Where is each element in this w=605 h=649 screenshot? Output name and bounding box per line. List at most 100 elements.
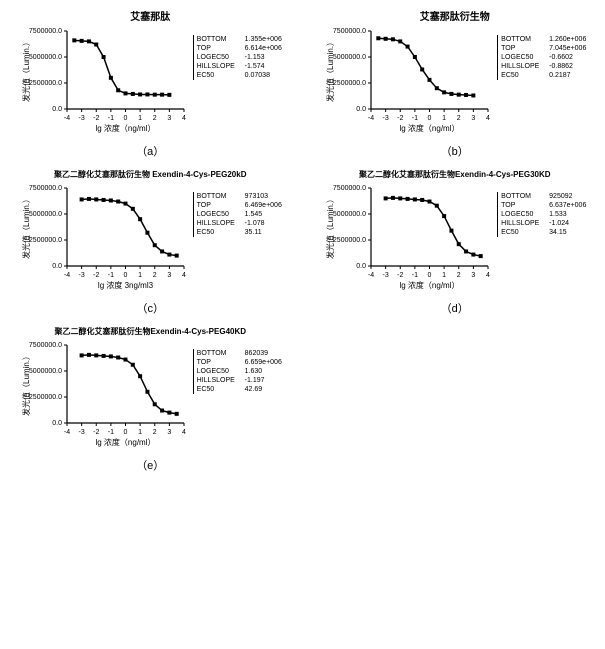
svg-text:0.0: 0.0 <box>356 106 366 113</box>
svg-text:3: 3 <box>472 272 476 279</box>
svg-text:2: 2 <box>152 115 156 122</box>
chart-top-e: -4-3-2-1012340.02500000.05000000.0750000… <box>19 339 282 449</box>
subpanel-label-e: （e） <box>136 457 164 473</box>
subpanel-label-d: （d） <box>441 300 469 316</box>
stats-value: 0.2187 <box>549 71 570 80</box>
stats-row: TOP6.469e+006 <box>197 201 282 210</box>
stats-value: 6.637e+006 <box>549 201 586 210</box>
stats-value: -1.153 <box>245 53 265 62</box>
svg-text:7500000.0: 7500000.0 <box>29 342 62 349</box>
svg-text:发光值（Lumin.）: 发光值（Lumin.） <box>325 195 335 259</box>
stats-label: TOP <box>501 44 549 53</box>
plot-area-e: -4-3-2-1012340.02500000.05000000.0750000… <box>19 339 189 449</box>
svg-text:发光值（Lumin.）: 发光值（Lumin.） <box>325 38 335 102</box>
svg-text:-2: -2 <box>93 272 99 279</box>
stats-row: BOTTOM1.260e+006 <box>501 35 586 44</box>
svg-text:5000000.0: 5000000.0 <box>333 54 366 61</box>
svg-text:-4: -4 <box>64 115 70 122</box>
svg-text:7500000.0: 7500000.0 <box>333 185 366 192</box>
stats-label: EC50 <box>197 228 245 237</box>
stats-value: 1.545 <box>245 210 263 219</box>
stats-row: HILLSLOPE-1.197 <box>197 376 282 385</box>
stats-value: 1.355e+006 <box>245 35 282 44</box>
stats-row: TOP7.045e+006 <box>501 44 586 53</box>
stats-label: LOGEC50 <box>197 210 245 219</box>
stats-label: LOGEC50 <box>197 53 245 62</box>
chart-svg: -4-3-2-1012340.02500000.05000000.0750000… <box>19 182 189 292</box>
stats-label: LOGEC50 <box>501 210 549 219</box>
stats-label: EC50 <box>197 385 245 394</box>
stats-row: TOP6.614e+006 <box>197 44 282 53</box>
stats-row: EC5034.15 <box>501 228 586 237</box>
chart-title-a: 艾塞那肽 <box>130 8 170 23</box>
chart-wrap-e: 聚乙二醇化艾塞那肽衍生物Exendin-4-Cys-PEG40KD -4-3-2… <box>19 326 282 449</box>
svg-text:-4: -4 <box>64 429 70 436</box>
stats-row: LOGEC501.533 <box>501 210 586 219</box>
chart-top-a: -4-3-2-1012340.02500000.05000000.0750000… <box>19 25 282 135</box>
subpanel-label-b: （b） <box>441 143 469 159</box>
plot-area-b: -4-3-2-1012340.02500000.05000000.0750000… <box>323 25 493 135</box>
svg-text:2500000.0: 2500000.0 <box>29 394 62 401</box>
svg-text:-3: -3 <box>78 115 84 122</box>
svg-text:0.0: 0.0 <box>52 106 62 113</box>
svg-text:0.0: 0.0 <box>52 420 62 427</box>
stats-value: 1.533 <box>549 210 567 219</box>
chart-svg: -4-3-2-1012340.02500000.05000000.0750000… <box>323 182 493 292</box>
stats-label: BOTTOM <box>197 192 245 201</box>
svg-text:-2: -2 <box>397 115 403 122</box>
stats-row: HILLSLOPE-1.024 <box>501 219 586 228</box>
chart-top-d: -4-3-2-1012340.02500000.05000000.0750000… <box>323 182 586 292</box>
stats-label: BOTTOM <box>501 192 549 201</box>
svg-text:7500000.0: 7500000.0 <box>29 28 62 35</box>
svg-text:-3: -3 <box>78 429 84 436</box>
svg-text:-3: -3 <box>78 272 84 279</box>
stats-label: LOGEC50 <box>501 53 549 62</box>
panel-b: 艾塞那肽衍生物 -4-3-2-1012340.02500000.05000000… <box>313 8 598 159</box>
svg-text:2500000.0: 2500000.0 <box>333 237 366 244</box>
svg-text:1: 1 <box>442 115 446 122</box>
stats-label: TOP <box>197 201 245 210</box>
svg-text:7500000.0: 7500000.0 <box>333 28 366 35</box>
stats-label: HILLSLOPE <box>197 62 245 71</box>
svg-text:lg 浓度 3ng/ml3: lg 浓度 3ng/ml3 <box>98 280 154 290</box>
stats-value: -1.024 <box>549 219 569 228</box>
stats-row: LOGEC501.630 <box>197 367 282 376</box>
stats-box-d: BOTTOM925092TOP6.637e+006LOGEC501.533HIL… <box>497 192 586 237</box>
svg-text:2: 2 <box>457 272 461 279</box>
svg-text:3: 3 <box>167 272 171 279</box>
stats-row: TOP6.637e+006 <box>501 201 586 210</box>
plot-area-a: -4-3-2-1012340.02500000.05000000.0750000… <box>19 25 189 135</box>
stats-label: TOP <box>197 358 245 367</box>
stats-label: TOP <box>501 201 549 210</box>
chart-wrap-b: 艾塞那肽衍生物 -4-3-2-1012340.02500000.05000000… <box>323 8 586 135</box>
svg-text:3: 3 <box>167 429 171 436</box>
subpanel-label-a: （a） <box>136 143 164 159</box>
svg-text:1: 1 <box>138 272 142 279</box>
svg-text:7500000.0: 7500000.0 <box>29 185 62 192</box>
svg-text:发光值（Lumin.）: 发光值（Lumin.） <box>21 38 31 102</box>
stats-box-a: BOTTOM1.355e+006TOP6.614e+006LOGEC50-1.1… <box>193 35 282 80</box>
stats-label: EC50 <box>197 71 245 80</box>
svg-text:1: 1 <box>138 429 142 436</box>
stats-row: HILLSLOPE-1.078 <box>197 219 282 228</box>
stats-row: EC500.07038 <box>197 71 282 80</box>
svg-text:-1: -1 <box>107 429 113 436</box>
stats-row: EC500.2187 <box>501 71 586 80</box>
plot-area-c: -4-3-2-1012340.02500000.05000000.0750000… <box>19 182 189 292</box>
svg-text:4: 4 <box>182 429 186 436</box>
stats-value: 7.045e+006 <box>549 44 586 53</box>
stats-row: EC5035.11 <box>197 228 282 237</box>
chart-title-b: 艾塞那肽衍生物 <box>420 8 490 23</box>
svg-text:5000000.0: 5000000.0 <box>29 211 62 218</box>
plot-area-d: -4-3-2-1012340.02500000.05000000.0750000… <box>323 182 493 292</box>
svg-text:lg 浓度（ng/ml）: lg 浓度（ng/ml） <box>400 123 460 133</box>
stats-row: HILLSLOPE-1.574 <box>197 62 282 71</box>
svg-text:3: 3 <box>167 115 171 122</box>
svg-text:4: 4 <box>486 272 490 279</box>
panel-c: 聚乙二醇化艾塞那肽衍生物 Exendin-4-Cys-PEG20kD -4-3-… <box>8 169 293 316</box>
svg-text:2: 2 <box>457 115 461 122</box>
svg-text:-1: -1 <box>107 272 113 279</box>
chart-svg: -4-3-2-1012340.02500000.05000000.0750000… <box>323 25 493 135</box>
stats-value: 6.469e+006 <box>245 201 282 210</box>
svg-text:0: 0 <box>428 115 432 122</box>
